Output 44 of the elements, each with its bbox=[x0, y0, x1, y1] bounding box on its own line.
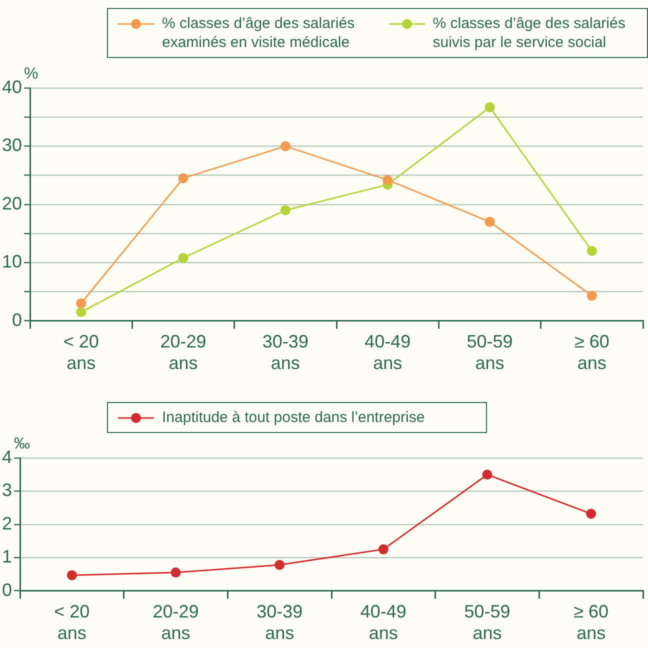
x-tick-label: 30-39 ans bbox=[262, 332, 308, 374]
y-tick-label: 40 bbox=[2, 76, 22, 97]
y-tick-label: 1 bbox=[2, 546, 12, 567]
point bbox=[378, 544, 388, 554]
y-tick-label: 20 bbox=[2, 193, 22, 214]
point bbox=[274, 560, 285, 570]
point bbox=[76, 307, 86, 318]
x-tick-label: 40-49 ans bbox=[364, 332, 411, 374]
point bbox=[482, 470, 492, 480]
y-tick-label: 3 bbox=[2, 480, 12, 500]
point bbox=[484, 102, 495, 112]
y-axis-title: ‰ bbox=[14, 435, 30, 452]
x-tick-label: ≥ 60 ans bbox=[574, 602, 609, 644]
point bbox=[586, 246, 597, 256]
x-tick-label: < 20 ans bbox=[63, 332, 99, 374]
y-tick-label: 2 bbox=[2, 513, 12, 534]
x-tick-label: 50-59 ans bbox=[464, 602, 510, 644]
point bbox=[586, 508, 596, 519]
x-tick-label: 20-29 ans bbox=[160, 332, 206, 374]
legend-label: Inaptitude à tout poste dans l’entreprise bbox=[162, 408, 425, 427]
x-tick-label: < 20 ans bbox=[54, 602, 90, 644]
x-tick-label: 30-39 ans bbox=[256, 602, 303, 644]
point bbox=[66, 570, 77, 580]
x-tick-label: ≥ 60 ans bbox=[574, 332, 610, 374]
y-tick-label: 30 bbox=[2, 135, 22, 156]
y-tick-label: 10 bbox=[2, 252, 22, 272]
point bbox=[586, 290, 597, 301]
point bbox=[280, 205, 290, 216]
legend-label: % classes d’âge des salariés examinés en visite médicale bbox=[162, 14, 356, 52]
point bbox=[76, 298, 86, 308]
x-tick-label: 50-59 ans bbox=[466, 332, 513, 374]
point bbox=[280, 141, 290, 152]
y-tick-label: 4 bbox=[2, 446, 12, 467]
legend-label: % classes d’âge des salariés suivis par le service social bbox=[432, 14, 626, 52]
point bbox=[178, 252, 188, 263]
y-tick-label: 0 bbox=[12, 310, 22, 330]
y-axis-title: % bbox=[24, 65, 38, 82]
x-tick-label: 40-49 ans bbox=[360, 602, 406, 644]
x-tick-label: 20-29 ans bbox=[152, 602, 199, 644]
point bbox=[178, 173, 188, 184]
point bbox=[484, 216, 495, 227]
y-tick-label: 0 bbox=[2, 580, 12, 600]
point bbox=[382, 174, 393, 185]
point bbox=[170, 568, 181, 578]
